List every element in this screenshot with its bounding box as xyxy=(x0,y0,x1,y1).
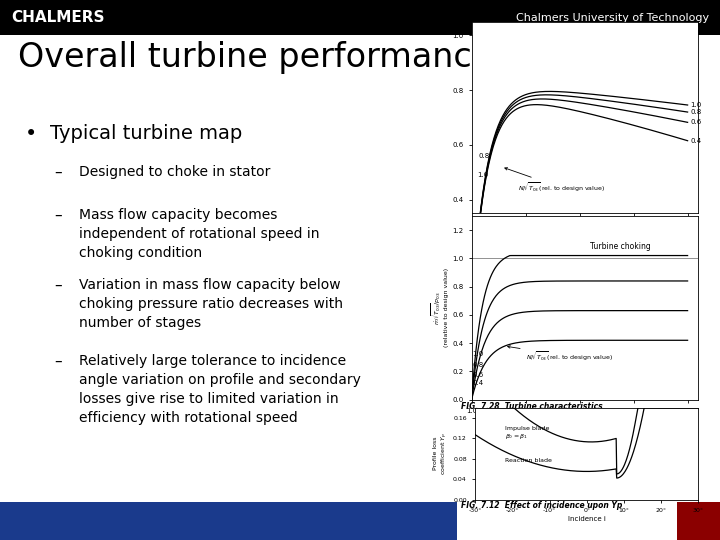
Y-axis label: Profile loss
coefficient $Y_p$: Profile loss coefficient $Y_p$ xyxy=(433,432,450,475)
Bar xyxy=(0,502,457,540)
Text: 0.8: 0.8 xyxy=(690,109,701,115)
Text: $N/\!\sqrt{T_{03}}$(rel. to design value): $N/\!\sqrt{T_{03}}$(rel. to design value… xyxy=(508,346,613,363)
Text: 0.8: 0.8 xyxy=(478,153,490,159)
Text: 0.6: 0.6 xyxy=(473,372,484,378)
Text: Typical turbine map: Typical turbine map xyxy=(50,124,243,143)
Text: 1.0: 1.0 xyxy=(473,352,484,357)
X-axis label: Pressure ratio $p_{03}/p_{04}$: Pressure ratio $p_{03}/p_{04}$ xyxy=(544,418,626,431)
Bar xyxy=(677,502,720,540)
Text: 0.4: 0.4 xyxy=(473,380,484,386)
Bar xyxy=(0,35,720,502)
Text: –: – xyxy=(54,165,62,180)
Text: Relatively large tolerance to incidence
angle variation on profile and secondary: Relatively large tolerance to incidence … xyxy=(79,354,361,424)
Text: –: – xyxy=(54,354,62,369)
Text: FIG. 7.28  Turbine characteristics: FIG. 7.28 Turbine characteristics xyxy=(461,402,603,411)
Text: Chalmers University of Technology: Chalmers University of Technology xyxy=(516,12,709,23)
Bar xyxy=(0,0,720,35)
Text: 0.8: 0.8 xyxy=(473,362,484,368)
Text: Reaction blade: Reaction blade xyxy=(505,458,552,463)
Text: Variation in mass flow capacity below
choking pressure ratio decreases with
numb: Variation in mass flow capacity below ch… xyxy=(79,278,343,330)
Text: –: – xyxy=(54,278,62,293)
Text: •: • xyxy=(25,124,37,144)
Text: Turbine choking: Turbine choking xyxy=(590,242,651,251)
Y-axis label: $\dot{m}\sqrt{T_{03}}/p_{03}$
(relative to design value): $\dot{m}\sqrt{T_{03}}/p_{03}$ (relative … xyxy=(430,268,449,347)
Text: $N/\!\sqrt{T_{03}}$(rel. to design value): $N/\!\sqrt{T_{03}}$(rel. to design value… xyxy=(505,167,605,194)
Text: Overall turbine performance: Overall turbine performance xyxy=(18,40,492,73)
X-axis label: Incidence i: Incidence i xyxy=(568,516,606,522)
Text: CHALMERS: CHALMERS xyxy=(11,10,104,25)
Text: 0.4: 0.4 xyxy=(690,138,701,144)
Text: –: – xyxy=(54,208,62,223)
Text: Impulse blade
$\beta_0 = \beta_1$: Impulse blade $\beta_0 = \beta_1$ xyxy=(505,426,549,441)
Text: FIG. 7.12  Effect of incidence upon Yp: FIG. 7.12 Effect of incidence upon Yp xyxy=(461,501,622,510)
Y-axis label: $\eta_t$: $\eta_t$ xyxy=(449,11,459,22)
Text: 1.0: 1.0 xyxy=(477,172,488,178)
Text: 1.0: 1.0 xyxy=(690,102,701,108)
Text: Designed to choke in stator: Designed to choke in stator xyxy=(79,165,271,179)
Text: Mass flow capacity becomes
independent of rotational speed in
choking condition: Mass flow capacity becomes independent o… xyxy=(79,208,320,260)
Text: 0.6: 0.6 xyxy=(690,119,701,125)
